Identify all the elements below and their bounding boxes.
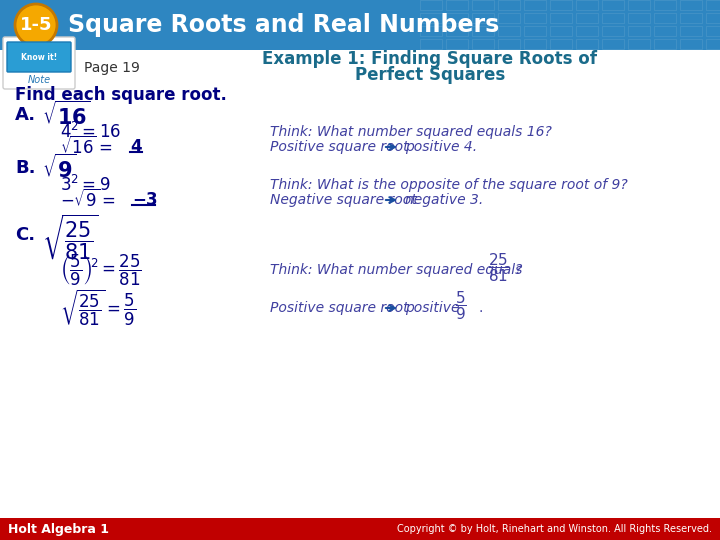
Text: $\sqrt{\dfrac{25}{81}}$: $\sqrt{\dfrac{25}{81}}$ — [42, 212, 99, 262]
Text: Know it!: Know it! — [21, 52, 57, 62]
Text: ?: ? — [514, 263, 521, 277]
Text: Note: Note — [27, 75, 50, 85]
Text: Square Roots and Real Numbers: Square Roots and Real Numbers — [68, 13, 499, 37]
Text: A.: A. — [15, 106, 36, 124]
Text: Find each square root.: Find each square root. — [15, 86, 227, 104]
Text: negative 3.: negative 3. — [405, 193, 483, 207]
Text: C.: C. — [15, 226, 35, 244]
Text: $\mathbf{4}$: $\mathbf{4}$ — [130, 138, 143, 156]
FancyBboxPatch shape — [3, 37, 75, 89]
FancyBboxPatch shape — [0, 0, 720, 50]
Text: 1-5: 1-5 — [19, 16, 53, 34]
Text: $\sqrt{\dfrac{25}{81}} = \dfrac{5}{9}$: $\sqrt{\dfrac{25}{81}} = \dfrac{5}{9}$ — [60, 288, 137, 328]
Text: $\left(\dfrac{5}{9}\right)^{\!2} = \dfrac{25}{81}$: $\left(\dfrac{5}{9}\right)^{\!2} = \dfra… — [60, 252, 142, 288]
Text: Think: What number squared equals 16?: Think: What number squared equals 16? — [270, 125, 552, 139]
Text: Positive square root: Positive square root — [270, 301, 409, 315]
Text: $\mathbf{-3}$: $\mathbf{-3}$ — [132, 191, 158, 209]
Text: $\sqrt{\mathbf{16}}$: $\sqrt{\mathbf{16}}$ — [42, 101, 91, 129]
Text: $4^2 = 16$: $4^2 = 16$ — [60, 122, 121, 142]
Text: Think: What number squared equals: Think: What number squared equals — [270, 263, 523, 277]
Text: Page 19: Page 19 — [84, 61, 140, 75]
Circle shape — [15, 4, 57, 46]
Text: Negative square root: Negative square root — [270, 193, 417, 207]
Text: Perfect Squares: Perfect Squares — [355, 66, 505, 84]
Text: B.: B. — [15, 159, 35, 177]
Text: $\dfrac{5}{9}$: $\dfrac{5}{9}$ — [455, 289, 467, 322]
Text: $\sqrt{16} = $: $\sqrt{16} = $ — [60, 136, 112, 158]
Text: $-\sqrt{9} = $: $-\sqrt{9} = $ — [60, 189, 116, 211]
FancyBboxPatch shape — [0, 518, 720, 540]
Text: positive 4.: positive 4. — [405, 140, 477, 154]
Text: .: . — [478, 301, 482, 315]
Text: Think: What is the opposite of the square root of 9?: Think: What is the opposite of the squar… — [270, 178, 628, 192]
Text: positive: positive — [405, 301, 459, 315]
Text: $\dfrac{25}{81}$: $\dfrac{25}{81}$ — [488, 252, 510, 285]
Text: Positive square root: Positive square root — [270, 140, 409, 154]
Text: $3^2 = 9$: $3^2 = 9$ — [60, 175, 110, 195]
Text: Copyright © by Holt, Rinehart and Winston. All Rights Reserved.: Copyright © by Holt, Rinehart and Winsto… — [397, 524, 712, 534]
Text: $\sqrt{\mathbf{9}}$: $\sqrt{\mathbf{9}}$ — [42, 154, 76, 182]
Text: Holt Algebra 1: Holt Algebra 1 — [8, 523, 109, 536]
FancyBboxPatch shape — [7, 42, 71, 72]
Text: Example 1: Finding Square Roots of: Example 1: Finding Square Roots of — [263, 50, 598, 68]
